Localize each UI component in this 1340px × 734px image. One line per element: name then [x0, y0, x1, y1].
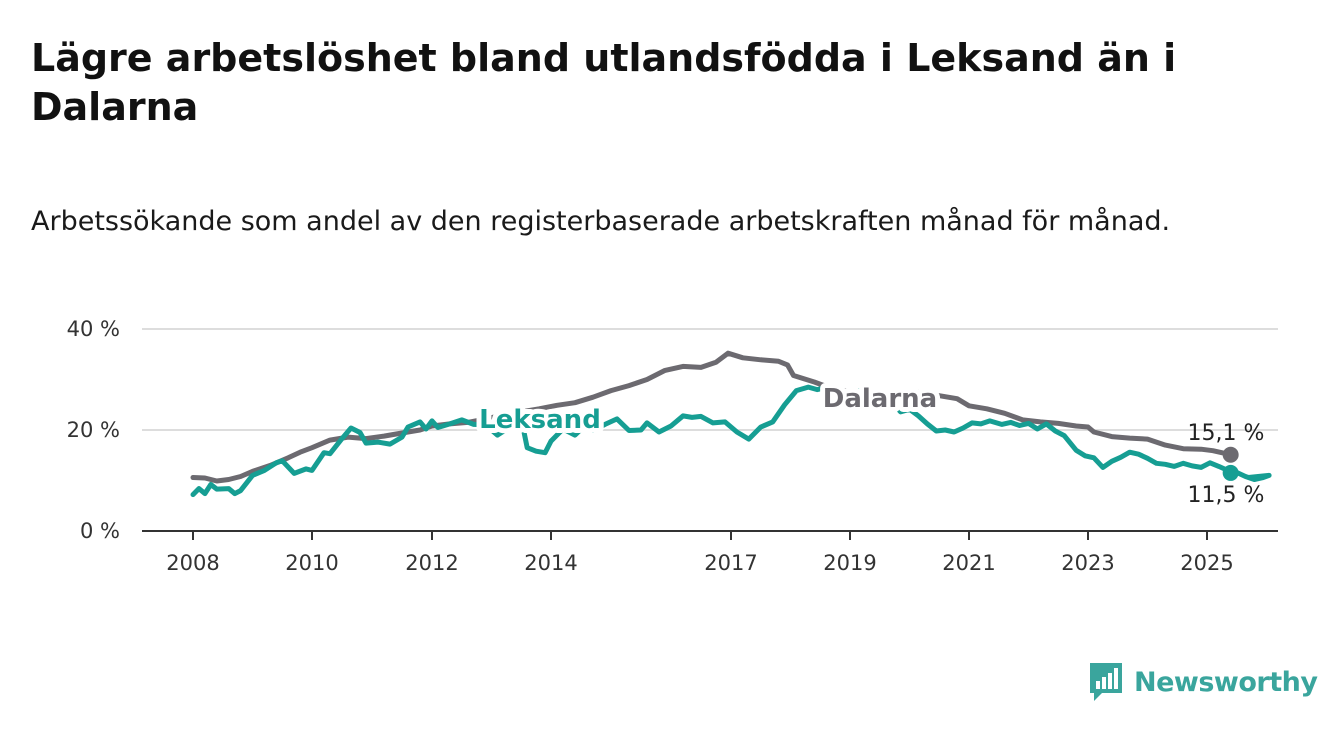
chart-title: Lägre arbetslöshet bland utlandsfödda i … [31, 36, 1177, 129]
end-value-label-dalarna: 15,1 % [1188, 421, 1265, 446]
x-tick-label: 2019 [823, 551, 876, 575]
series [190, 350, 1272, 498]
x-tick-label: 2012 [405, 551, 458, 575]
x-tick-label: 2025 [1180, 551, 1233, 575]
series-label-halo: Dalarna [823, 384, 937, 414]
x-tick-label: 2010 [285, 551, 338, 575]
x-tick-label: 2017 [704, 551, 757, 575]
end-value-label-leksand: 11,5 % [1188, 483, 1265, 508]
series-line-leksand [190, 384, 1272, 498]
brand-name: Newsworthy [1134, 666, 1318, 698]
series-label-halo: Leksand [479, 405, 601, 435]
bar-chart-logo-icon [1090, 663, 1122, 701]
x-tick-label: 2014 [524, 551, 577, 575]
chart-subtitle: Arbetssökande som andel av den registerb… [31, 206, 1171, 237]
axes: 0 % 20 % 40 % 2008 2010 2012 2014 2017 2019 2021 2… [67, 317, 1278, 575]
end-point-dalarna [1222, 446, 1239, 463]
x-tick-label: 2021 [942, 551, 995, 575]
series-line-dalarna [190, 350, 1234, 484]
newsworthy-logo: Newsworthy [1088, 660, 1318, 704]
series-label-dalarna: Dalarna [823, 384, 937, 414]
y-tick-label: 0 % [80, 519, 120, 543]
series-label-leksand: Leksand [479, 405, 601, 435]
x-tick-label: 2023 [1061, 551, 1114, 575]
y-tick-label: 40 % [67, 317, 120, 341]
y-tick-label: 20 % [67, 418, 120, 442]
end-point-leksand [1222, 464, 1239, 481]
gridlines [142, 328, 1278, 431]
x-tick-label: 2008 [166, 551, 219, 575]
